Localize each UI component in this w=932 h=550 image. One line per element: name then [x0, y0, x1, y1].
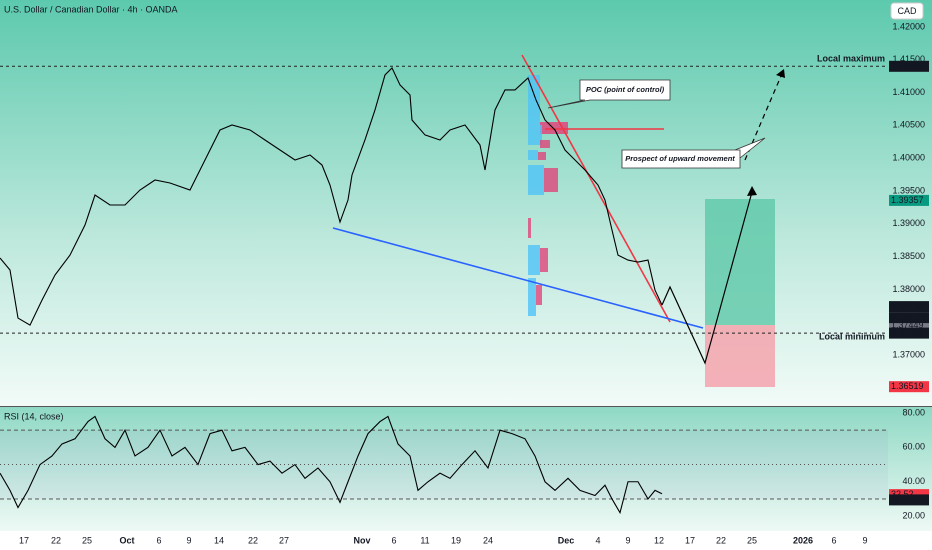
x-tick-label: 2026 [793, 535, 813, 545]
volume-profile [528, 75, 568, 316]
x-tick-label: 17 [685, 535, 695, 545]
price-label-box [889, 320, 929, 332]
stop-zone [705, 325, 775, 387]
price-label: 1.36519 [891, 381, 924, 391]
x-tick-label: Nov [353, 535, 370, 545]
price-pane [0, 0, 932, 406]
price-label: 1.37449 [891, 320, 924, 330]
y-tick-label: 1.39000 [892, 218, 925, 228]
price-label-box [889, 327, 929, 339]
y-tick-label: 60.00 [902, 442, 925, 452]
y-tick-label: 40.00 [902, 476, 925, 486]
y-tick-label: 80.00 [902, 407, 925, 417]
x-tick-label: 9 [625, 535, 630, 545]
countdown: 02:37:28 [891, 312, 926, 322]
x-tick-label: 6 [391, 535, 396, 545]
prospect-callout [621, 137, 766, 169]
annotation: POC (point of control) [586, 85, 665, 94]
x-tick-label: 25 [82, 535, 92, 545]
y-tick-label: 1.38500 [892, 251, 925, 261]
x-tick-label: Oct [119, 535, 134, 545]
poc-callout [547, 79, 671, 109]
support-trendline [332, 227, 704, 329]
x-tick-label: 6 [156, 535, 161, 545]
arrow-head [747, 186, 757, 196]
price-label: 32.52 [891, 489, 914, 499]
price-line [0, 415, 663, 515]
price-label: 29.45 [891, 494, 914, 504]
x-tick-label: 19 [451, 535, 461, 545]
y-tick-label: 1.37000 [892, 349, 925, 359]
price-line [0, 66, 663, 326]
currency-box[interactable] [890, 2, 924, 20]
x-tick-label: 9 [862, 535, 867, 545]
resistance-trendline [521, 54, 671, 323]
annotation: Prospect of upward movement [625, 154, 735, 163]
price-label: 1.37739 [891, 301, 924, 311]
y-tick-label: 1.42000 [892, 21, 925, 31]
y-tick-label: 1.41000 [892, 87, 925, 97]
y-tick-label: 1.40500 [892, 120, 925, 130]
y-tick-label: 20.00 [902, 511, 925, 521]
x-tick-label: 25 [747, 535, 757, 545]
x-tick-label: 24 [483, 535, 493, 545]
x-tick-label: 12 [654, 535, 664, 545]
y-tick-label: 1.41500 [892, 54, 925, 64]
y-tick-label: 1.40000 [892, 153, 925, 163]
x-tick-label: 22 [716, 535, 726, 545]
price-label: 1.41400 [891, 61, 924, 71]
x-tick-label: 14 [214, 535, 224, 545]
x-tick-label: 27 [279, 535, 289, 545]
x-tick-label: 17 [19, 535, 29, 545]
y-tick-label: 1.39500 [892, 185, 925, 195]
annotation: Local minimum [819, 331, 885, 341]
price-label-box [889, 301, 929, 313]
target-zone [705, 199, 775, 325]
price-label-box [889, 60, 929, 72]
x-tick-label: 11 [420, 535, 429, 545]
projection-dashed [744, 75, 782, 161]
x-tick-label: 9 [186, 535, 191, 545]
x-tick-label: 4 [595, 535, 600, 545]
x-tick-label: 22 [248, 535, 258, 545]
chart-title: U.S. Dollar / Canadian Dollar · 4h · OAN… [4, 4, 178, 14]
rsi-pane [0, 407, 932, 531]
x-tick-label: 22 [51, 535, 61, 545]
y-tick-label: 1.38000 [892, 284, 925, 294]
x-tick-label: 6 [831, 535, 836, 545]
currency[interactable]: CAD [897, 6, 917, 16]
price-label-box [889, 494, 929, 506]
price-label-box [889, 194, 929, 206]
price-label: 1.37335 [891, 327, 924, 337]
countdown-box [889, 312, 929, 324]
arrow-head [776, 69, 785, 78]
annotation: Local maximum [817, 54, 885, 64]
x-tick-label: Dec [558, 535, 575, 545]
projection-path [661, 191, 753, 365]
price-label: 1.39357 [891, 195, 924, 205]
price-label-box [889, 381, 929, 393]
rsi-title: RSI (14, close) [4, 411, 64, 421]
